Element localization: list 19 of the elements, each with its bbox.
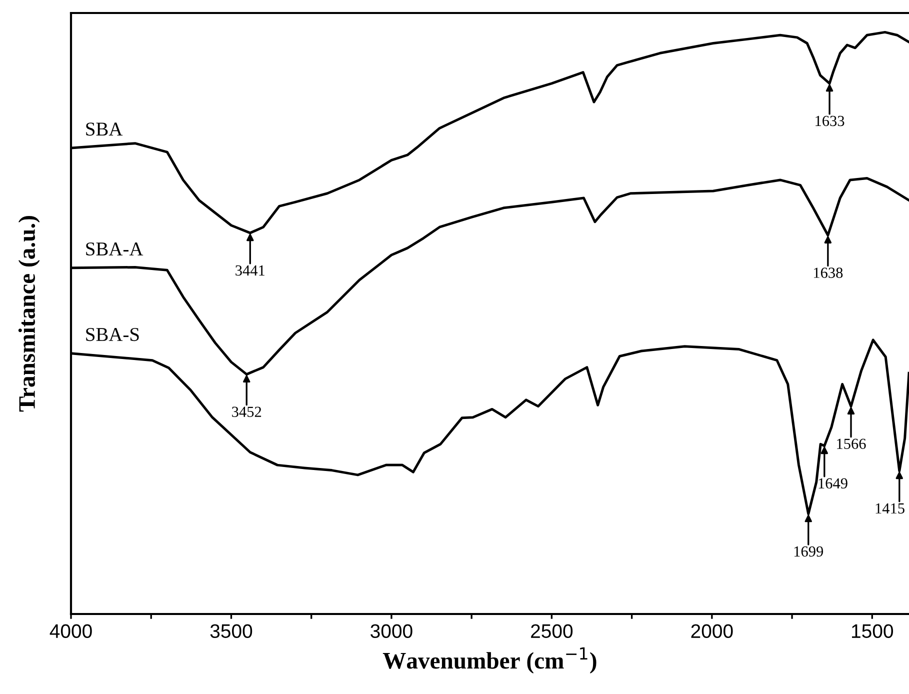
x-axis-title: Wavenumber (cm$^{−1}$): [382, 647, 596, 674]
series-label: SBA-A: [86, 242, 144, 256]
x-tick-label: 3500: [210, 624, 252, 638]
annotation: 1633: [816, 116, 844, 126]
series-label: SBA: [86, 122, 123, 136]
annotation: 1415: [876, 503, 904, 514]
x-tick-label: 2000: [691, 624, 733, 638]
x-tick-label: 2500: [531, 624, 573, 638]
x-tick-label: 1500: [852, 624, 894, 638]
annotation: 1699: [794, 546, 824, 557]
series-label: SBA-S: [86, 328, 139, 342]
x-tick-label: 4000: [50, 624, 92, 638]
annotation: 1649: [818, 478, 848, 489]
annotation: 3441: [236, 265, 264, 276]
x-tick-label: 3000: [370, 624, 412, 638]
annotation: 1566: [837, 438, 866, 449]
y-axis-title: Transmitance (a.u.): [18, 216, 40, 412]
annotation: 1638: [814, 268, 843, 278]
annotation: 3452: [232, 406, 262, 417]
